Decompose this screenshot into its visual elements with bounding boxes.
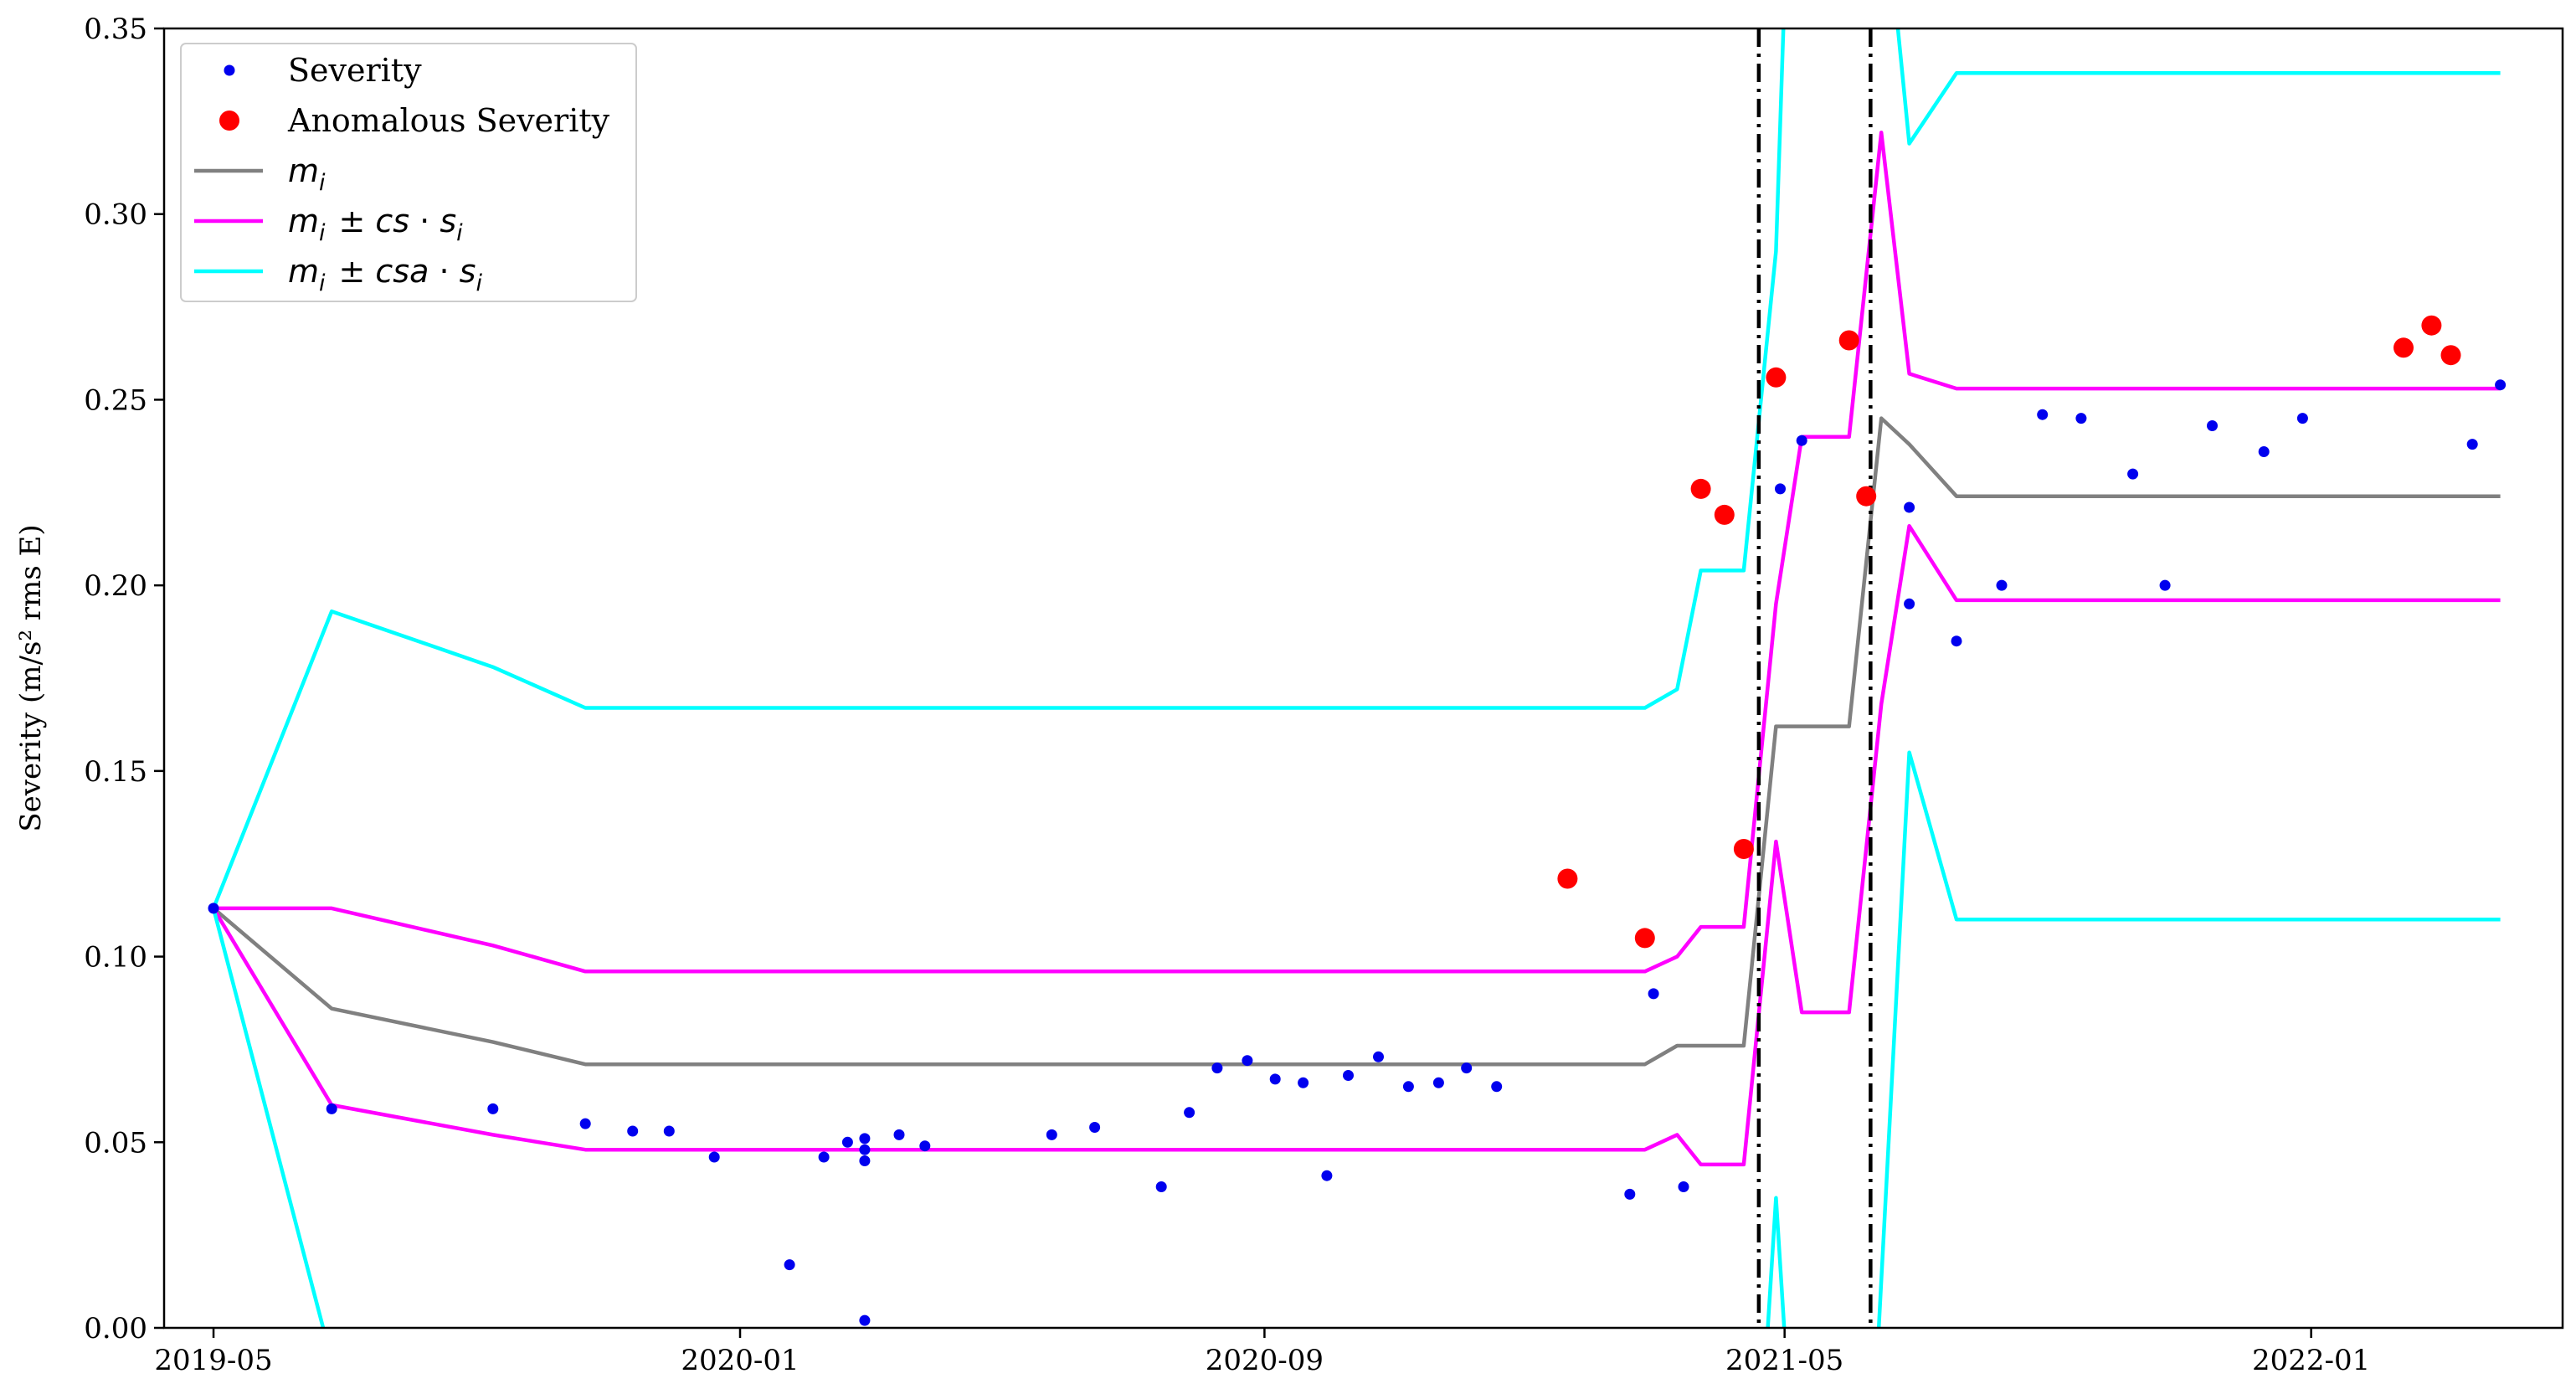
legend-marker-0 — [224, 64, 235, 76]
series-line-4 — [212, 523, 2501, 1167]
severity-point-15 — [919, 1140, 931, 1152]
anomalous-point-1 — [1634, 928, 1655, 949]
points-layer — [208, 315, 2507, 1326]
severity-point-8 — [818, 1151, 830, 1163]
severity-point-46 — [2296, 413, 2308, 424]
severity-point-16 — [1046, 1129, 1057, 1140]
legend-label-1: Anomalous Severity — [287, 102, 610, 139]
x-tick-label-3: 2021-05 — [1725, 1344, 1843, 1377]
anomalous-point-9 — [2421, 315, 2442, 336]
severity-point-22 — [1269, 1073, 1281, 1085]
x-tick-label-4: 2022-01 — [2252, 1344, 2370, 1377]
severity-point-3 — [579, 1118, 591, 1129]
severity-point-34 — [1775, 483, 1786, 495]
severity-point-4 — [627, 1125, 639, 1137]
series-line-7 — [1766, 1196, 1787, 1328]
y-tick-label-3: 0.15 — [84, 755, 147, 789]
y-tick-label-2: 0.10 — [84, 941, 147, 975]
severity-point-40 — [2037, 409, 2049, 420]
legend-label-4: mi ± csa · si — [288, 253, 486, 296]
severity-point-25 — [1343, 1070, 1354, 1081]
anomalous-point-7 — [1856, 486, 1877, 507]
severity-point-1 — [326, 1103, 337, 1114]
severity-point-11 — [859, 1144, 871, 1155]
series-line-2 — [212, 416, 2501, 1067]
anomalous-point-4 — [1733, 839, 1754, 859]
severity-point-18 — [1155, 1181, 1167, 1192]
severity-point-28 — [1432, 1077, 1444, 1088]
severity-point-27 — [1402, 1081, 1414, 1093]
y-axis-label: Severity (m/s² rms E) — [14, 524, 48, 831]
severity-point-9 — [841, 1136, 853, 1148]
severity-point-33 — [1678, 1181, 1689, 1192]
severity-point-30 — [1491, 1081, 1503, 1093]
severity-point-37 — [1904, 598, 1915, 610]
severity-point-36 — [1904, 502, 1915, 513]
severity-point-38 — [1951, 635, 1962, 647]
severity-point-41 — [2075, 413, 2087, 424]
legend-label-3: mi ± cs · si — [288, 203, 465, 246]
severity-point-35 — [1796, 435, 1807, 446]
severity-point-6 — [708, 1151, 720, 1163]
severity-point-45 — [2258, 446, 2270, 457]
legend-label-2: mi — [288, 152, 328, 196]
severity-point-21 — [1242, 1055, 1253, 1067]
anomalous-point-6 — [1838, 330, 1859, 351]
x-tick-label-0: 2019-05 — [154, 1344, 272, 1377]
severity-point-32 — [1648, 988, 1659, 1000]
severity-point-13 — [859, 1314, 871, 1326]
y-tick-label-1: 0.05 — [84, 1126, 147, 1160]
severity-point-48 — [2495, 379, 2507, 391]
y-tick-label-0: 0.00 — [84, 1312, 147, 1345]
severity-point-20 — [1211, 1062, 1223, 1074]
severity-point-19 — [1184, 1107, 1195, 1119]
anomalous-point-8 — [2393, 337, 2414, 358]
severity-point-24 — [1321, 1170, 1333, 1181]
event-vlines — [1756, 28, 1873, 1328]
y-tick-label-6: 0.30 — [84, 198, 147, 232]
severity-point-43 — [2159, 579, 2171, 591]
series-line-3 — [213, 130, 2501, 974]
severity-point-5 — [663, 1125, 675, 1137]
anomalous-point-10 — [2440, 345, 2461, 366]
severity-point-44 — [2207, 420, 2218, 431]
severity-point-39 — [1996, 579, 2008, 591]
series-line-5 — [211, 28, 2501, 909]
severity-point-12 — [859, 1155, 871, 1166]
severity-point-23 — [1298, 1077, 1309, 1088]
lines-layer — [211, 28, 2501, 1328]
severity-point-7 — [784, 1259, 795, 1271]
severity-point-2 — [487, 1103, 499, 1114]
plot-frame — [162, 27, 2564, 1330]
severity-point-47 — [2466, 439, 2478, 450]
legend-marker-1 — [219, 111, 239, 131]
y-axis: 0.00 0.05 0.10 0.15 0.20 0.25 0.30 0.35 — [84, 13, 164, 1345]
series-line-6 — [211, 908, 326, 1328]
legend-label-0: Severity — [288, 52, 422, 89]
severity-point-26 — [1373, 1051, 1384, 1062]
x-tick-label-2: 2020-09 — [1206, 1344, 1324, 1377]
severity-point-42 — [2127, 468, 2139, 480]
severity-point-29 — [1461, 1062, 1473, 1074]
anomalous-point-0 — [1557, 868, 1578, 889]
severity-point-17 — [1089, 1122, 1101, 1133]
severity-point-14 — [893, 1129, 905, 1140]
severity-point-0 — [208, 903, 219, 914]
severity-point-10 — [859, 1133, 871, 1145]
series-line-8 — [1876, 750, 2501, 1328]
y-tick-label-4: 0.20 — [84, 569, 147, 603]
x-tick-label-1: 2020-01 — [681, 1344, 799, 1377]
x-axis: 2019-05 2020-01 2020-09 2021-05 2022-01 — [154, 1328, 2370, 1377]
legend: Severity Anomalous Severity mi mi ± cs · s… — [180, 43, 637, 302]
anomalous-point-2 — [1690, 478, 1711, 499]
anomalous-point-3 — [1714, 504, 1735, 525]
anomalous-point-5 — [1766, 367, 1787, 388]
severity-point-31 — [1624, 1188, 1636, 1200]
y-tick-label-7: 0.35 — [84, 13, 147, 46]
legend-box — [180, 43, 637, 302]
y-tick-label-5: 0.25 — [84, 383, 147, 417]
